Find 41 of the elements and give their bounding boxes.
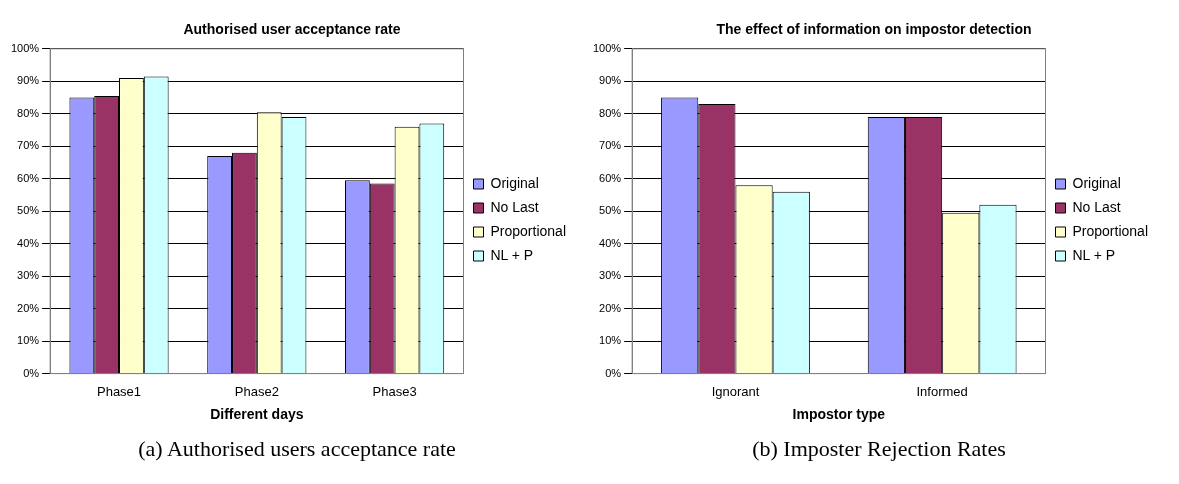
x-tick-label: Ignorant [711, 383, 760, 399]
text: (a) Authorised users acceptance rate [137, 436, 457, 462]
legend-label: Proportional [1072, 222, 1149, 239]
y-tick-label: 10% [17, 334, 40, 347]
y-tick-label: 20% [599, 301, 622, 314]
legend-label: NL + P [1072, 246, 1116, 263]
x-tick-label: Phase1 [96, 383, 142, 399]
legend-label: No Last [490, 198, 539, 215]
chart-title: Authorised user acceptance rate [183, 21, 401, 38]
y-tick-label: 80% [17, 106, 40, 119]
y-tick-label: 100% [592, 41, 622, 54]
y-tick-label: 50% [17, 204, 40, 217]
y-tick-label: 10% [599, 334, 622, 347]
y-tick-label: 0% [23, 366, 40, 379]
y-tick-label: 0% [605, 366, 622, 379]
x-tick-label: Phase2 [234, 383, 279, 399]
x-tick-label: Informed [916, 383, 968, 399]
legend-label: Original [490, 174, 539, 191]
legend-label: Original [1072, 174, 1121, 191]
legend-label: Proportional [490, 222, 567, 239]
y-tick-label: 70% [17, 139, 40, 152]
legend-label: NL + P [490, 246, 534, 263]
y-tick-label: 60% [599, 171, 622, 184]
legend-label: No Last [1072, 198, 1121, 215]
x-axis-title: Different days [210, 406, 304, 423]
y-tick-label: 60% [17, 171, 40, 184]
x-axis-title: Impostor type [792, 406, 886, 423]
y-tick-label: 20% [17, 301, 40, 314]
chart-title: The effect of information on impostor detection [716, 21, 1032, 38]
y-tick-label: 100% [10, 41, 40, 54]
y-tick-label: 80% [599, 106, 622, 119]
x-tick-label: Phase3 [372, 383, 417, 399]
y-tick-label: 40% [17, 236, 40, 249]
y-tick-label: 40% [599, 236, 622, 249]
y-tick-label: 90% [17, 74, 40, 87]
y-tick-label: 50% [599, 204, 622, 217]
text: (b) Imposter Rejection Rates [751, 436, 1007, 462]
y-tick-label: 70% [599, 139, 622, 152]
y-tick-label: 30% [599, 269, 622, 282]
y-tick-label: 90% [599, 74, 622, 87]
y-tick-label: 30% [17, 269, 40, 282]
